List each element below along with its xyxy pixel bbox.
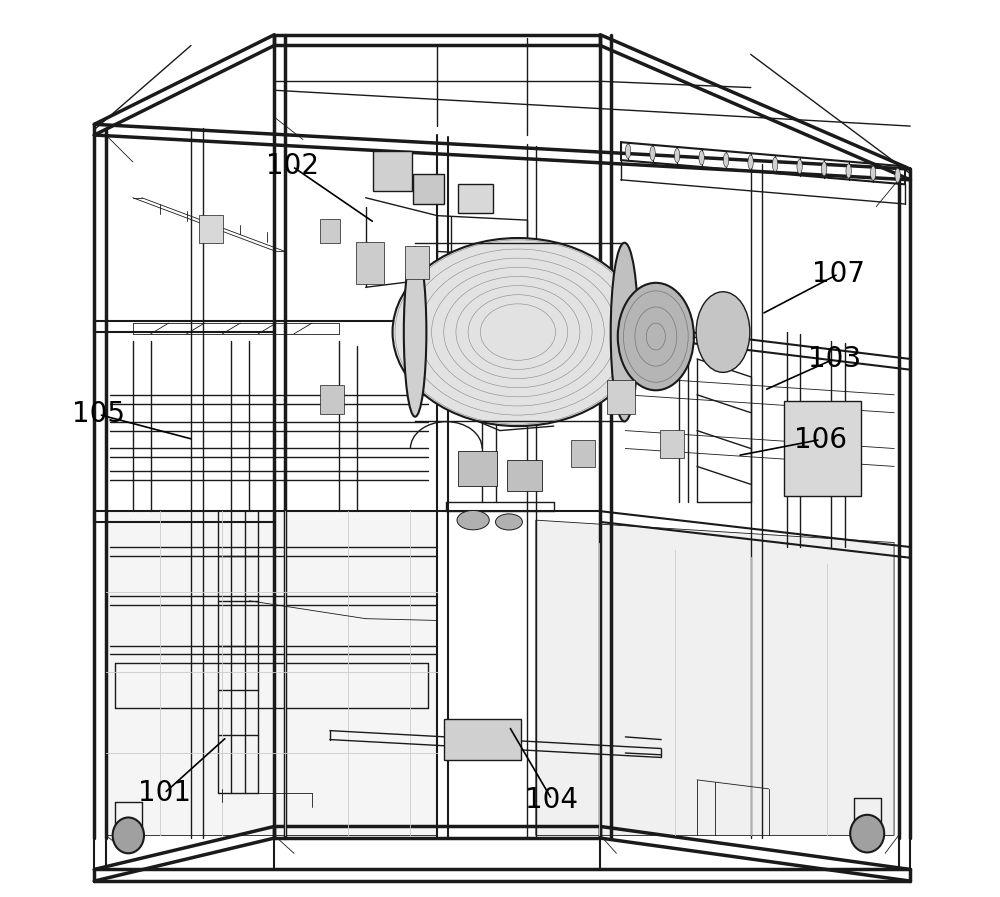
Ellipse shape — [696, 292, 750, 372]
Text: 107: 107 — [812, 260, 865, 288]
Ellipse shape — [404, 248, 426, 417]
Ellipse shape — [748, 155, 753, 170]
Text: 102: 102 — [266, 152, 319, 180]
Polygon shape — [536, 520, 894, 835]
Ellipse shape — [393, 238, 643, 426]
Ellipse shape — [870, 166, 876, 180]
FancyBboxPatch shape — [373, 152, 412, 190]
FancyBboxPatch shape — [356, 241, 384, 283]
Ellipse shape — [674, 148, 680, 162]
FancyBboxPatch shape — [444, 719, 521, 760]
Ellipse shape — [821, 161, 827, 176]
Ellipse shape — [457, 510, 489, 530]
FancyBboxPatch shape — [320, 385, 344, 414]
FancyBboxPatch shape — [458, 451, 497, 486]
FancyBboxPatch shape — [571, 440, 595, 467]
Ellipse shape — [850, 814, 884, 852]
Text: 105: 105 — [72, 400, 125, 429]
Ellipse shape — [611, 243, 638, 422]
Ellipse shape — [618, 283, 694, 390]
FancyBboxPatch shape — [199, 214, 223, 243]
FancyBboxPatch shape — [413, 173, 444, 204]
Text: 106: 106 — [794, 425, 847, 454]
Ellipse shape — [723, 152, 729, 167]
FancyBboxPatch shape — [660, 430, 684, 458]
FancyBboxPatch shape — [458, 184, 493, 213]
Text: 101: 101 — [138, 779, 191, 807]
Ellipse shape — [895, 168, 900, 182]
Ellipse shape — [496, 514, 522, 530]
Ellipse shape — [650, 146, 655, 161]
Ellipse shape — [113, 817, 144, 853]
Ellipse shape — [797, 160, 802, 174]
Ellipse shape — [772, 157, 778, 171]
Text: 104: 104 — [525, 786, 578, 814]
Ellipse shape — [625, 144, 631, 159]
FancyBboxPatch shape — [320, 219, 340, 243]
Polygon shape — [106, 511, 437, 835]
Text: 103: 103 — [808, 345, 861, 373]
FancyBboxPatch shape — [784, 401, 861, 496]
Ellipse shape — [699, 151, 704, 165]
FancyBboxPatch shape — [405, 246, 429, 279]
FancyBboxPatch shape — [507, 460, 542, 491]
FancyBboxPatch shape — [607, 380, 635, 414]
Ellipse shape — [846, 164, 851, 179]
